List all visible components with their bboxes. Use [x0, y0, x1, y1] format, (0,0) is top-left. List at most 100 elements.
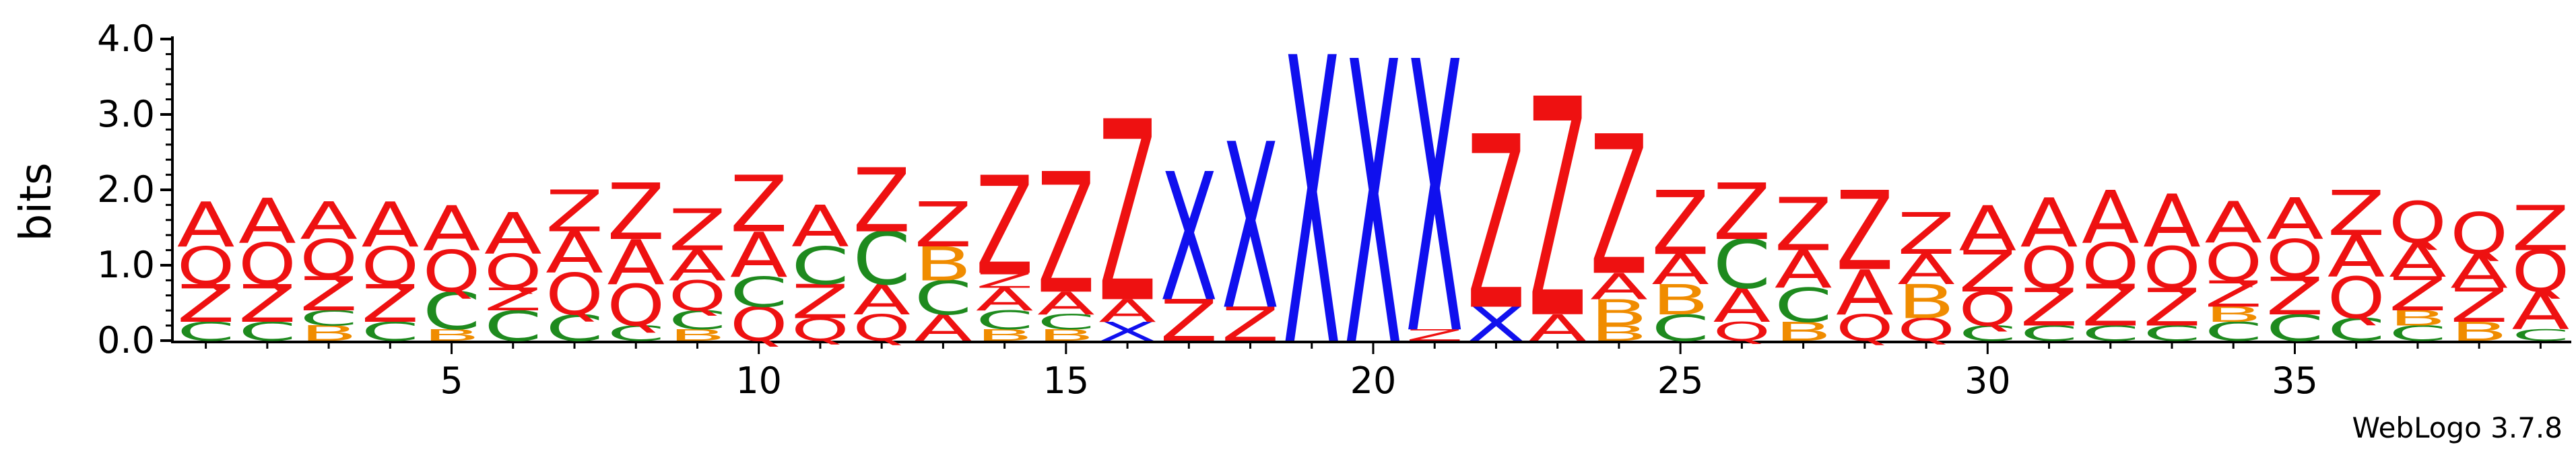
logo-letter-q: Q: [853, 308, 911, 350]
logo-letter-z: Z: [1160, 288, 1218, 354]
logo-letter-c: C: [2266, 308, 2324, 349]
y-tick-label: 3.0: [97, 93, 155, 135]
logo-letter-q: Q: [1958, 282, 2016, 337]
logo-stacks: CZQACZQABCZQACZQABCQACZQACQAZCQAZBCQAZQC…: [177, 0, 2570, 434]
logo-letter-z: Z: [1590, 95, 1648, 318]
logo-letter-a: A: [976, 282, 1034, 318]
logo-letter-c: C: [484, 302, 542, 350]
x-tick-label: 30: [1964, 359, 2011, 402]
y-axis-label: bits: [11, 163, 61, 242]
logo-letter-x: X: [1283, 0, 1341, 434]
logo-letter-z: Z: [853, 150, 911, 252]
logo-letter-a: A: [1651, 246, 1709, 294]
x-tick-label: 20: [1350, 359, 1397, 402]
logo-letter-z: Z: [976, 269, 1034, 293]
logo-letter-c: C: [2082, 322, 2140, 346]
logo-letter-z: Z: [2020, 278, 2078, 338]
logo-letter-q: Q: [361, 236, 419, 297]
logo-letter-c: C: [1958, 322, 2016, 346]
logo-letter-z: Z: [1775, 183, 1832, 267]
y-tick-label: 0.0: [97, 319, 155, 361]
logo-letter-c: C: [976, 306, 1034, 335]
logo-letter-z: Z: [546, 179, 603, 245]
logo-letter-a: A: [1590, 265, 1648, 308]
x-tick-label: 15: [1043, 359, 1089, 402]
logo-letter-a: A: [669, 242, 727, 291]
logo-letter-b: B: [1590, 322, 1648, 345]
logo-letter-a: A: [1529, 307, 1587, 349]
logo-letter-x: X: [1344, 0, 1402, 433]
logo-letter-a: A: [2082, 176, 2140, 260]
logo-letter-z: Z: [1222, 298, 1280, 352]
logo-letter-c: C: [730, 269, 788, 316]
logo-letter-a: A: [607, 227, 665, 299]
logo-letter-z: Z: [2266, 267, 2324, 327]
y-axis: 0.0 1.0 2.0 3.0 4.0: [97, 18, 174, 361]
logo-letter-x: X: [1406, 0, 1463, 417]
logo-letter-c: C: [1713, 226, 1771, 304]
logo-letter-b: B: [1775, 316, 1832, 347]
logo-letter-c: C: [1037, 310, 1095, 335]
logo-letter-z: Z: [1467, 86, 1525, 364]
logo-letter-c: C: [669, 306, 727, 335]
logo-letter-c: C: [2327, 312, 2385, 348]
logo-letter-z: Z: [2511, 193, 2569, 265]
logo-letter-q: Q: [607, 273, 665, 339]
logo-letter-q: Q: [1836, 308, 1894, 350]
logo-letter-a: A: [1037, 285, 1095, 322]
logo-letter-z: Z: [2143, 278, 2201, 338]
logo-letter-z: Z: [1897, 202, 1955, 268]
logo-letter-z: Z: [2450, 279, 2508, 333]
logo-letter-z: Z: [607, 167, 665, 257]
logo-letter-c: C: [914, 271, 972, 325]
logo-letter-a: A: [1775, 240, 1832, 300]
logo-letter-b: B: [423, 326, 481, 345]
y-tick-label: 4.0: [97, 18, 155, 60]
logo-letter-q: Q: [546, 261, 603, 328]
logo-letter-x: X: [1222, 96, 1280, 361]
logo-letter-z: Z: [300, 267, 358, 322]
logo-letter-q: Q: [2020, 235, 2078, 302]
logo-letter-a: A: [1897, 246, 1955, 294]
logo-letter-b: B: [1651, 277, 1709, 324]
logo-letter-z: Z: [976, 149, 1034, 305]
logo-letter-b: B: [300, 322, 358, 345]
logo-letter-a: A: [730, 219, 788, 291]
logo-letter-a: A: [484, 202, 542, 268]
logo-letter-z: Z: [484, 282, 542, 318]
logo-letter-a: A: [2204, 191, 2262, 256]
logo-letter-c: C: [607, 322, 665, 346]
logo-letter-z: Z: [361, 275, 419, 335]
logo-letter-z: Z: [791, 275, 849, 329]
logo-letter-a: A: [1958, 193, 2016, 265]
x-tick-label: 25: [1657, 359, 1704, 402]
logo-letter-c: C: [177, 317, 235, 347]
logo-letter-b: B: [2204, 303, 2262, 326]
logo-letter-a: A: [1098, 293, 1156, 330]
logo-letter-q: Q: [2327, 265, 2385, 332]
logo-letter-a: A: [361, 189, 419, 261]
logo-letter-a: A: [2143, 180, 2201, 264]
logo-letter-c: C: [546, 308, 603, 349]
logo-letter-q: Q: [2511, 238, 2569, 305]
logo-letter-q: Q: [1713, 317, 1771, 347]
y-tick-label: 1.0: [97, 244, 155, 286]
logo-letter-a: A: [2266, 186, 2324, 252]
x-tick-label: 5: [440, 359, 463, 402]
logo-letter-a: A: [546, 221, 603, 287]
logo-letter-q: Q: [2143, 235, 2201, 302]
logo-letter-c: C: [853, 217, 911, 302]
logo-letter-a: A: [2511, 281, 2569, 342]
logo-letter-z: Z: [2204, 273, 2262, 316]
x-tick-label: 10: [735, 359, 782, 402]
logo-letter-c: C: [2511, 326, 2569, 345]
logo-letter-q: Q: [669, 272, 727, 320]
logo-letter-q: Q: [2204, 233, 2262, 293]
logo-letter-q: Q: [423, 238, 481, 305]
logo-letter-z: Z: [1651, 173, 1709, 275]
logo-letter-a: A: [853, 276, 911, 324]
logo-letter-q: Q: [2389, 190, 2447, 256]
logo-letter-q: Q: [791, 312, 849, 348]
logo-letter-q: Q: [1897, 312, 1955, 348]
